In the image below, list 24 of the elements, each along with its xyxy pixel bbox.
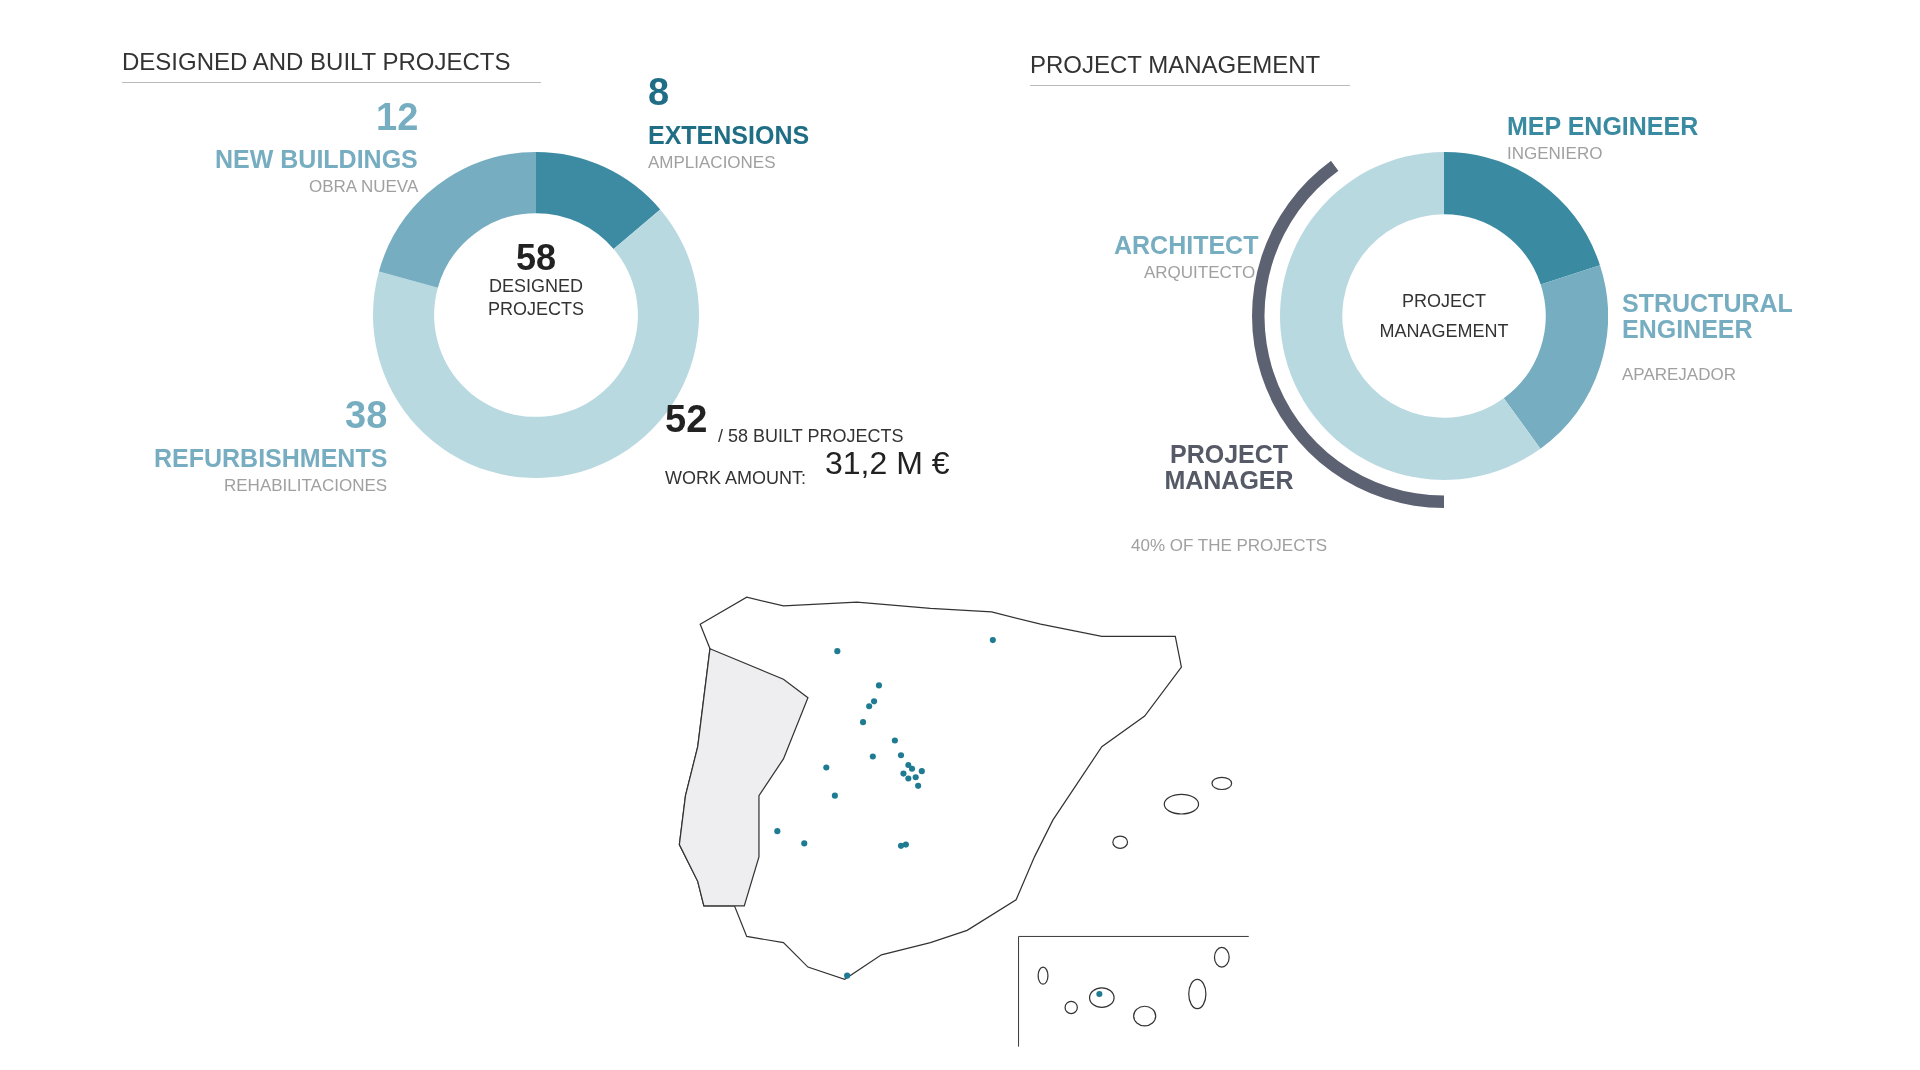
slice-label: EXTENSIONS (648, 121, 810, 149)
slice-label: NEW BUILDINGS (215, 145, 418, 173)
text: ARQUITECTO (1144, 263, 1256, 282)
text: OBRA NUEVA (309, 177, 419, 196)
slice-label: MEP ENGINEER (1507, 112, 1699, 140)
text: PROJECT MANAGEMENT (1378, 289, 1510, 344)
chart-title: PROJECT MANAGEMENT (1030, 51, 1351, 87)
data-label: 38 (345, 394, 388, 436)
text: WORK AMOUNT: (665, 467, 807, 488)
chart-title: DESIGNED AND BUILT PROJECTS (122, 48, 541, 84)
text: INGENIERO (1507, 144, 1603, 163)
text: REHABILITACIONES (224, 476, 388, 495)
text: APAREJADOR (1622, 365, 1736, 384)
text: 31,2 M € (825, 445, 950, 481)
slice-label: ARCHITECT (1114, 231, 1259, 259)
data-label: 8 (648, 71, 670, 113)
data-label: 12 (376, 96, 419, 138)
text: / 58 BUILT PROJECTS (718, 425, 904, 446)
slice-label: STRUCTURAL ENGINEER (1622, 288, 1793, 343)
slice-label: PROJECT MANAGER (1163, 439, 1295, 494)
text: 40% OF THE PROJECTS (1131, 536, 1328, 555)
text: 52 (665, 398, 708, 440)
text: AMPLIACIONES (648, 153, 776, 172)
slice-label: REFURBISHMENTS (154, 444, 388, 472)
